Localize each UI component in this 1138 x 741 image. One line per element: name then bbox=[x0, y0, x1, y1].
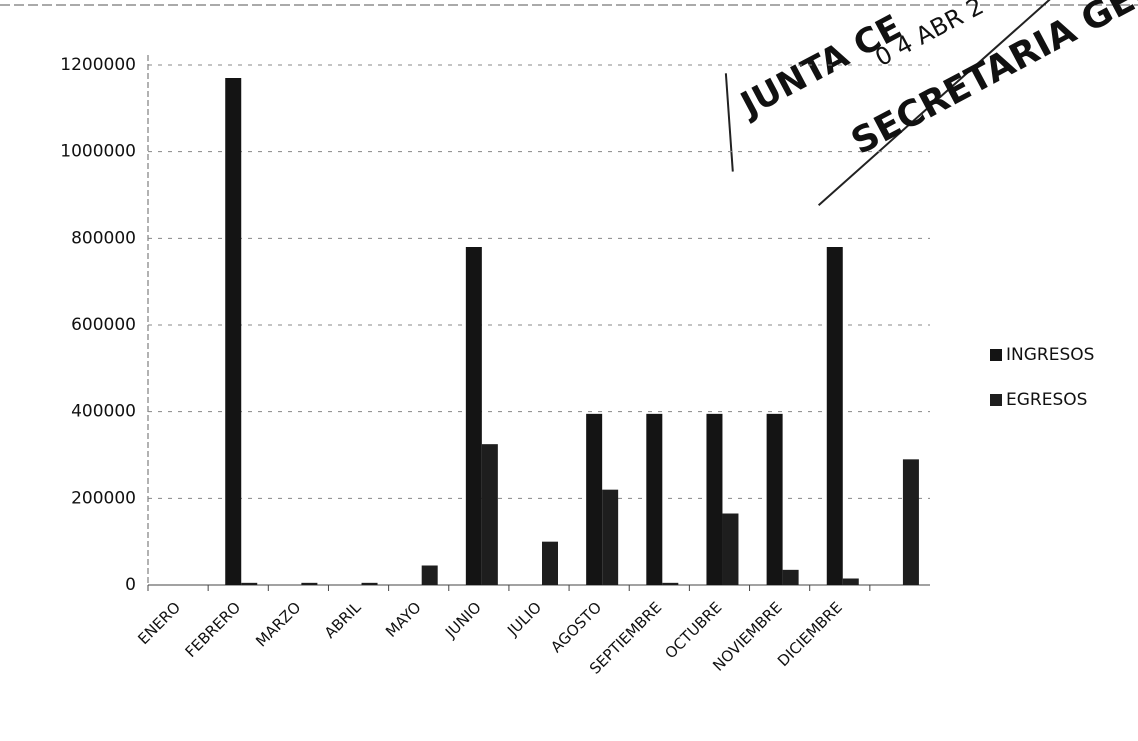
bar bbox=[826, 247, 843, 585]
y-tick-label: 800000 bbox=[71, 228, 136, 248]
legend-swatch bbox=[990, 394, 1002, 406]
x-tick-label: ABRIL bbox=[321, 598, 365, 642]
bar bbox=[782, 569, 799, 585]
legend-swatch bbox=[990, 349, 1002, 361]
bar bbox=[842, 578, 859, 585]
x-tick-label: MAYO bbox=[382, 598, 425, 641]
bar bbox=[602, 489, 619, 585]
legend-label: EGRESOS bbox=[1006, 390, 1087, 410]
bar bbox=[722, 513, 739, 585]
bar bbox=[481, 444, 498, 585]
bar bbox=[902, 459, 919, 585]
bar bbox=[361, 582, 378, 585]
bar bbox=[542, 541, 558, 585]
y-tick-label: 1000000 bbox=[60, 142, 136, 162]
bar bbox=[421, 565, 438, 585]
y-tick-label: 200000 bbox=[71, 488, 136, 508]
stamp: JUNTA CE 0 4 ABR 2 SECRETARIA GENER bbox=[724, 0, 1138, 206]
x-tick-label: FEBRERO bbox=[182, 598, 245, 661]
x-tick-label: JULIO bbox=[503, 598, 545, 640]
y-tick-label: 1200000 bbox=[60, 55, 136, 75]
x-tick-label: JUNIO bbox=[441, 598, 485, 642]
bar bbox=[662, 582, 679, 585]
legend-label: INGRESOS bbox=[1006, 345, 1094, 365]
bar bbox=[646, 413, 663, 585]
y-tick-label: 600000 bbox=[71, 315, 136, 335]
x-tick-label: AGOSTO bbox=[547, 598, 605, 656]
y-tick-label: 0 bbox=[125, 575, 136, 595]
bar bbox=[706, 413, 723, 585]
bar bbox=[301, 582, 318, 585]
stamp-border bbox=[724, 0, 1104, 206]
x-tick-label: DICIEMBRE bbox=[774, 598, 846, 670]
bar bbox=[241, 582, 258, 585]
y-tick-label: 400000 bbox=[71, 402, 136, 422]
x-tick-label: MARZO bbox=[252, 598, 304, 650]
bar bbox=[586, 413, 603, 585]
x-tick-label: OCTUBRE bbox=[661, 598, 725, 662]
bar bbox=[225, 78, 242, 585]
bar bbox=[465, 247, 482, 585]
bar bbox=[766, 413, 783, 585]
x-tick-label: ENERO bbox=[134, 598, 184, 648]
